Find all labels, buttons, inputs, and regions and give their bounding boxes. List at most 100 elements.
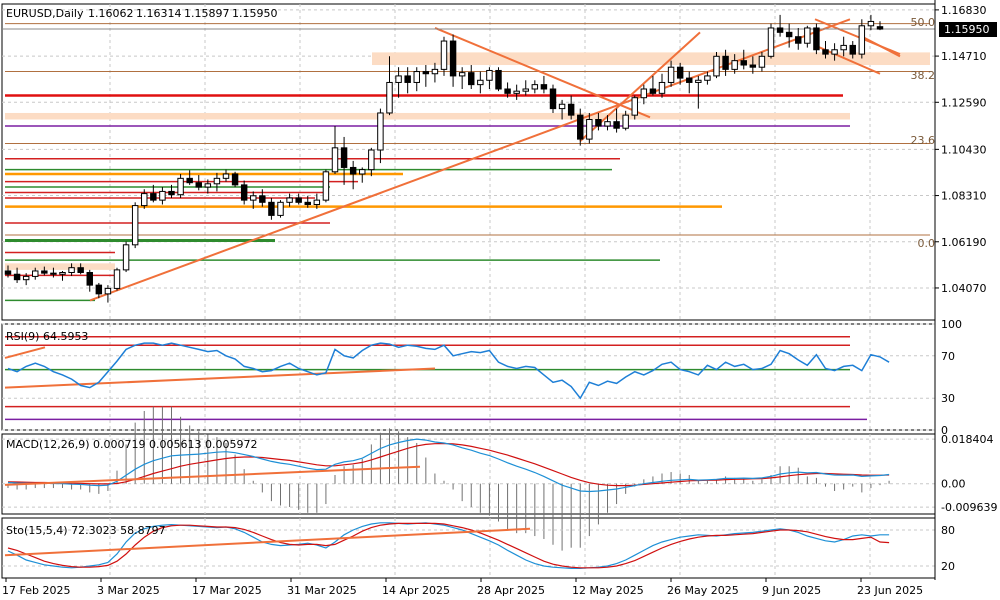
- candle-body: [558, 103, 566, 110]
- candle-body: [331, 147, 339, 173]
- candle-body: [50, 272, 57, 275]
- candle-body: [359, 169, 366, 175]
- candle-body: [486, 69, 493, 81]
- candle-body: [822, 49, 829, 55]
- candle-body: [231, 173, 239, 186]
- rsi-line: [7, 342, 890, 400]
- price-tick-label: 1.12590: [941, 96, 987, 109]
- macd-tick-label: -0.009639: [941, 501, 997, 514]
- sto-trendline: [4, 527, 531, 557]
- candle-body: [422, 71, 430, 75]
- candle-body: [795, 36, 802, 44]
- candle-body: [404, 75, 411, 83]
- candle-body: [876, 26, 884, 30]
- fib-label-23: 23.6: [911, 134, 936, 147]
- candle-body: [295, 197, 302, 203]
- candle-body: [304, 201, 311, 205]
- macd-tick-label: 0.018404: [941, 433, 994, 446]
- candle-body: [131, 205, 139, 246]
- candle-body: [41, 270, 48, 274]
- candle-body: [740, 60, 747, 66]
- chart-background: [1, 3, 936, 579]
- candle-body: [695, 79, 702, 83]
- candle-body: [177, 177, 184, 196]
- price-tick-label: 1.10430: [941, 143, 987, 156]
- candle-body: [68, 267, 75, 273]
- sto-main-line: [7, 522, 890, 570]
- candle-body: [785, 31, 793, 38]
- rsi-tick-label: 30: [941, 392, 955, 405]
- candle-body: [59, 271, 66, 275]
- low-value: 1.15897: [184, 7, 230, 20]
- candle-body: [168, 190, 175, 196]
- price-tick-label: 1.08310: [941, 190, 987, 203]
- candle-body: [604, 121, 611, 127]
- candle-body: [32, 270, 39, 277]
- date-tick-label: 26 May 2025: [667, 584, 739, 597]
- date-tick-label: 23 Jun 2025: [857, 584, 923, 597]
- candle-body: [4, 270, 12, 275]
- high-value: 1.16314: [136, 7, 182, 20]
- candle-body: [431, 68, 439, 75]
- candle-body: [867, 20, 875, 27]
- sto-signal-line: [7, 522, 890, 569]
- candle-body: [440, 40, 448, 70]
- candle-body: [386, 81, 393, 114]
- candles: [4, 14, 884, 303]
- date-tick-label: 3 Mar 2025: [97, 584, 160, 597]
- price-tick-label: 1.14710: [941, 50, 987, 63]
- candle-body: [713, 55, 720, 77]
- candle-body: [240, 184, 248, 201]
- candle-body: [504, 88, 511, 94]
- macd-main-line: [7, 438, 890, 493]
- rsi-tick-label: 100: [941, 318, 962, 331]
- candle-body: [250, 195, 257, 201]
- candle-body: [722, 55, 729, 70]
- stochastic-pane: 80 20: [2, 522, 955, 573]
- candle-body: [22, 275, 30, 281]
- candle-body: [268, 201, 275, 216]
- rsi-trendline: [4, 346, 46, 359]
- candle-body: [377, 112, 384, 151]
- rsi-trendline: [4, 367, 436, 389]
- candle-body: [813, 27, 820, 51]
- rsi-tick-label: 70: [941, 350, 955, 363]
- candle-body: [340, 147, 348, 168]
- fib-label-38: 38.2: [911, 69, 936, 82]
- date-tick-label: 9 Jun 2025: [762, 584, 821, 597]
- small-zone: [5, 263, 115, 270]
- candle-body: [531, 84, 539, 90]
- candle-body: [495, 69, 502, 90]
- candle-body: [95, 284, 103, 295]
- fib-label-50: 50.0: [911, 16, 936, 29]
- macd-trendline: [4, 465, 421, 486]
- supply-zone: [372, 52, 930, 66]
- candle-body: [758, 55, 766, 68]
- candle-body: [259, 195, 266, 203]
- open-value: 1.16062: [88, 7, 134, 20]
- candle-body: [840, 44, 847, 51]
- current-price-label: 1.15950: [944, 23, 990, 36]
- candle-body: [195, 182, 202, 188]
- candle-body: [458, 72, 466, 77]
- date-tick-label: 12 May 2025: [572, 584, 644, 597]
- pane-frame: [1, 3, 936, 321]
- candle-body: [849, 44, 856, 55]
- current-price-tag: [939, 22, 997, 37]
- macd-tick-label: 0.00: [941, 478, 966, 491]
- candle-body: [86, 271, 93, 286]
- candle-body: [522, 88, 529, 92]
- candle-body: [395, 75, 402, 83]
- rsi-label: RSI(9) 64.5953: [6, 330, 88, 343]
- candle-body: [804, 27, 811, 44]
- candle-body: [322, 171, 330, 201]
- candle-body: [222, 173, 230, 179]
- candle-body: [159, 190, 166, 201]
- candle-body: [577, 114, 584, 140]
- date-tick-label: 17 Feb 2025: [2, 584, 70, 597]
- candle-body: [313, 199, 321, 205]
- candle-body: [640, 88, 648, 99]
- channel-line: [434, 27, 651, 119]
